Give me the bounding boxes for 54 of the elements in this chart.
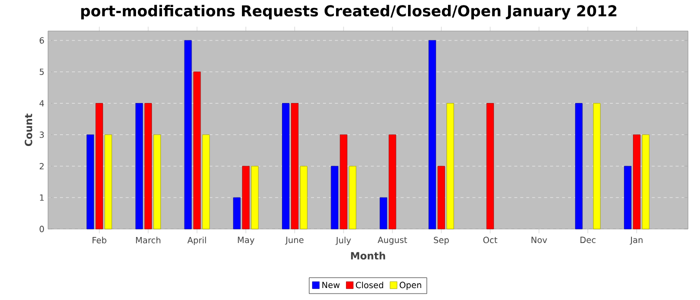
- bar: [104, 134, 112, 230]
- bar: [340, 134, 348, 230]
- bar: [438, 166, 445, 230]
- x-axis-title: Month: [351, 252, 386, 260]
- x-tick-label: Oct: [483, 236, 498, 244]
- bar: [428, 40, 436, 230]
- bar: [388, 134, 396, 230]
- bar: [624, 166, 632, 230]
- bar: [135, 103, 143, 230]
- legend-label: Open: [400, 282, 422, 290]
- bar: [86, 134, 94, 230]
- y-tick-label: 2: [40, 163, 44, 170]
- bar: [291, 103, 298, 230]
- y-tick-label: 1: [40, 194, 44, 201]
- bar: [300, 166, 308, 230]
- legend-label: Closed: [356, 282, 384, 288]
- bar: [184, 40, 192, 230]
- y-tick-label: 4: [40, 100, 44, 106]
- bar: [348, 166, 356, 230]
- bar: [96, 103, 104, 230]
- y-tick-label: 3: [40, 132, 44, 138]
- x-tick-label: Sep: [434, 236, 449, 245]
- y-tick-label: 0: [40, 226, 44, 232]
- x-tick-label: May: [238, 236, 254, 245]
- bar: [642, 134, 650, 230]
- bar: [251, 166, 259, 230]
- x-tick-label: Jan: [630, 236, 643, 245]
- bar: [242, 166, 250, 230]
- bar: [282, 103, 290, 230]
- x-tick-label: July: [336, 236, 351, 245]
- bar: [144, 103, 152, 230]
- x-tick-label: Dec: [580, 236, 596, 244]
- bar: [202, 134, 210, 230]
- bar: [486, 103, 494, 230]
- bar: [633, 134, 640, 230]
- bar: [446, 103, 454, 230]
- bar: [193, 72, 201, 230]
- bar: [153, 134, 161, 230]
- legend-label: New: [322, 282, 340, 288]
- bar: [593, 103, 601, 230]
- chart-title: port-modifications Requests Created/Closed/Open January 2012: [81, 4, 616, 20]
- x-tick-label: June: [285, 236, 304, 245]
- bar: [233, 197, 241, 230]
- x-tick-label: Feb: [92, 236, 106, 244]
- bar: [380, 197, 388, 230]
- bar: [330, 166, 338, 230]
- x-tick-label: Nov: [532, 236, 548, 244]
- y-tick-label: 6: [40, 37, 44, 44]
- y-tick-label: 5: [40, 68, 44, 76]
- x-tick-label: March: [136, 236, 160, 244]
- bar: [575, 103, 583, 230]
- x-tick-label: August: [378, 236, 408, 245]
- x-tick-label: April: [187, 236, 206, 245]
- y-axis-title: Count: [24, 114, 32, 146]
